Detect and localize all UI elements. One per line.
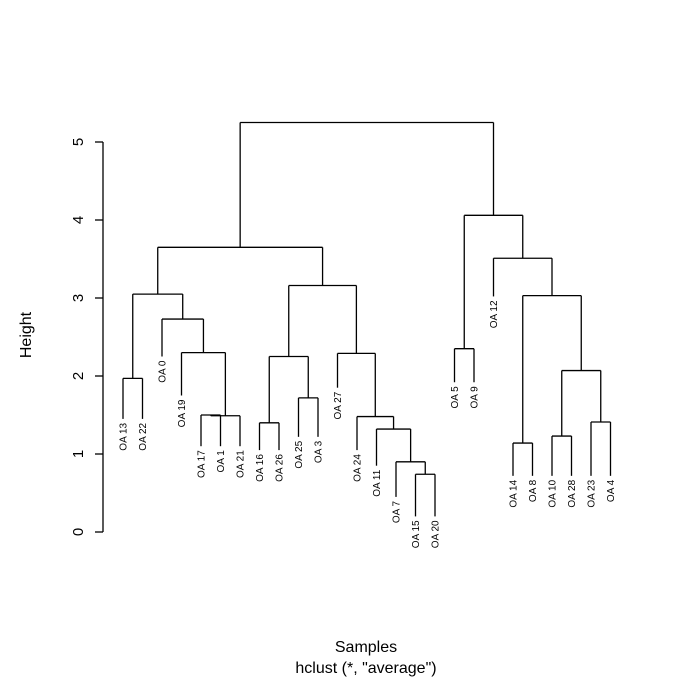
leaf-label: OA 10 (548, 479, 559, 507)
leaf-label: OA 25 (294, 440, 305, 468)
leaf-label: OA 20 (431, 520, 442, 548)
leaf-label: OA 21 (236, 450, 247, 478)
y-tick-label-5: 5 (70, 138, 87, 146)
leaf-label: OA 8 (528, 479, 539, 502)
leaf-label: OA 11 (372, 469, 383, 496)
leaf-label: OA 17 (197, 450, 208, 478)
leaf-label: OA 9 (470, 386, 481, 409)
y-axis: 0 1 2 3 4 5 (70, 138, 104, 536)
leaf-label: OA 13 (119, 422, 130, 450)
leaf-labels: OA 13 OA 22 OA 0 OA 19 OA 17 OA 1 OA 21 OA 16 OA… (119, 300, 618, 548)
leaf-label: OA 22 (138, 422, 149, 450)
leaf-label: OA 5 (450, 386, 461, 409)
leaf-label: OA 1 (216, 450, 227, 473)
leaf-label: OA 28 (567, 479, 578, 507)
y-tick-label-3: 3 (70, 294, 87, 302)
leaf-label: OA 24 (353, 454, 364, 482)
leaf-label: OA 23 (587, 479, 598, 507)
y-tick-label-0: 0 (70, 528, 87, 536)
dendrogram-tree (122, 121, 612, 517)
y-tick-label-1: 1 (70, 450, 87, 458)
leaf-label: OA 27 (333, 391, 344, 419)
y-tick-label-2: 2 (70, 372, 87, 380)
leaf-label: OA 26 (275, 454, 286, 482)
x-axis-title: Samples (335, 639, 397, 656)
leaf-label: OA 0 (158, 360, 169, 383)
method-subtitle: hclust (*, "average") (295, 660, 436, 677)
y-axis-title: Height (18, 311, 35, 358)
leaf-label: OA 15 (411, 520, 422, 548)
leaf-label: OA 3 (314, 440, 325, 463)
leaf-label: OA 7 (392, 500, 403, 523)
leaf-label: OA 12 (489, 300, 500, 328)
leaf-label: OA 4 (606, 479, 617, 502)
leaf-label: OA 14 (509, 479, 520, 507)
leaf-label: OA 16 (255, 454, 266, 482)
leaf-label: OA 19 (177, 399, 188, 427)
y-tick-label-4: 4 (70, 216, 87, 224)
